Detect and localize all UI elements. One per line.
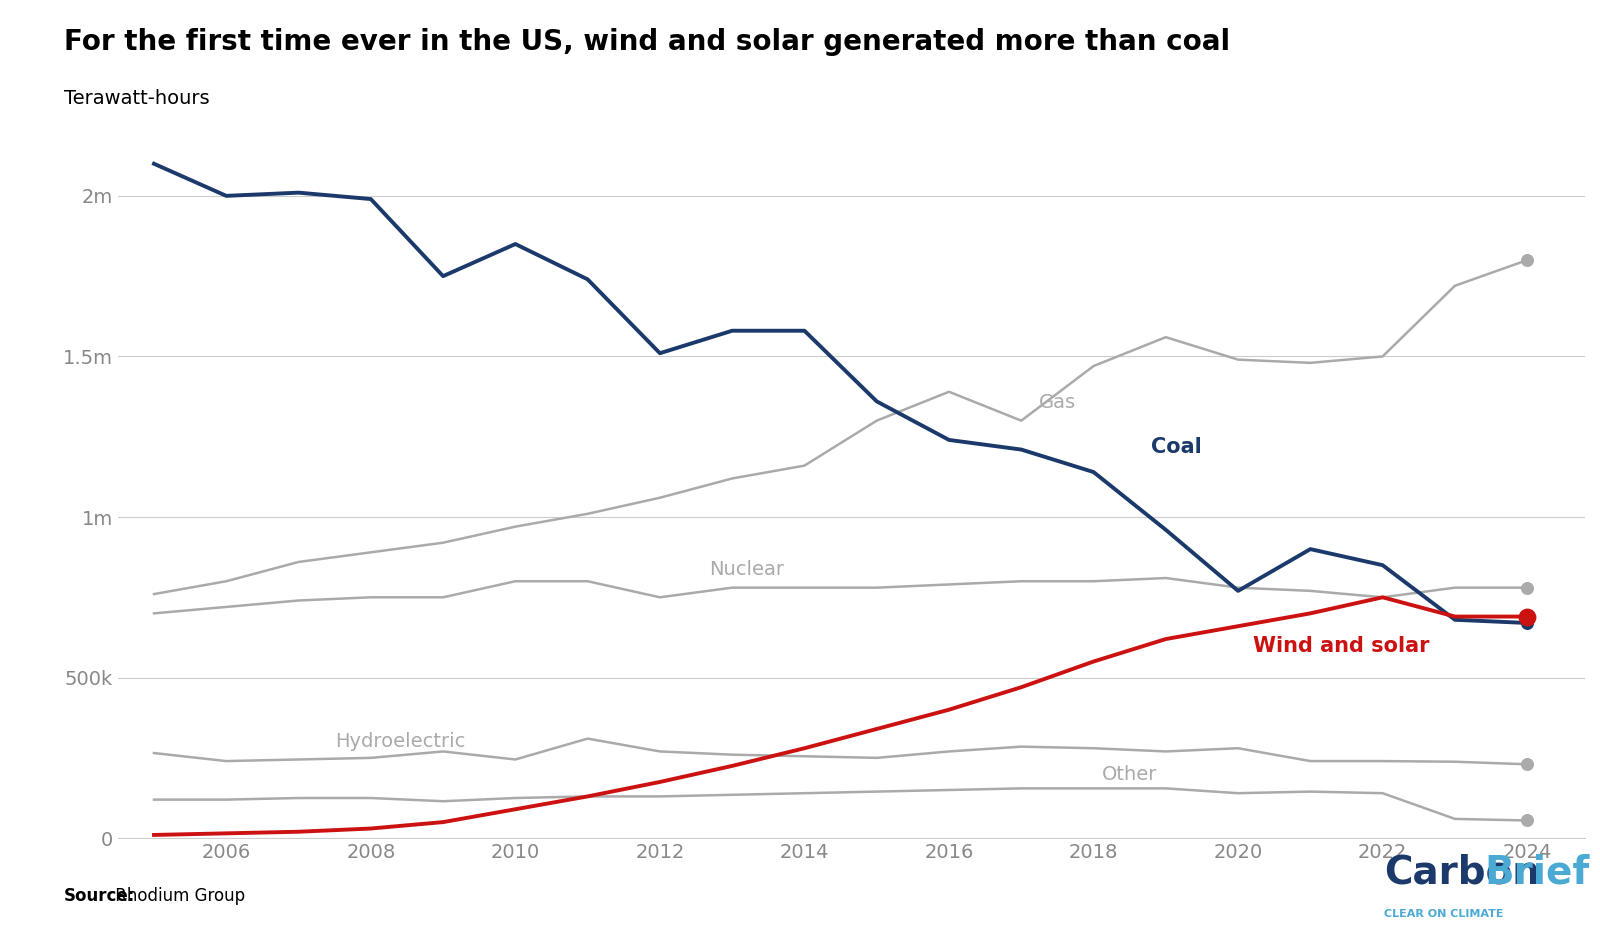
- Text: Gas: Gas: [1038, 393, 1075, 411]
- Text: Nuclear: Nuclear: [709, 561, 784, 579]
- Text: Source:: Source:: [64, 887, 136, 905]
- Text: Carbon: Carbon: [1384, 853, 1539, 891]
- Text: For the first time ever in the US, wind and solar generated more than coal: For the first time ever in the US, wind …: [64, 28, 1230, 56]
- Text: Hydroelectric: Hydroelectric: [334, 732, 466, 751]
- Point: [1514, 813, 1539, 828]
- Text: Coal: Coal: [1152, 437, 1202, 457]
- Point: [1514, 616, 1539, 631]
- Text: CLEAR ON CLIMATE: CLEAR ON CLIMATE: [1384, 909, 1504, 919]
- Text: Rhodium Group: Rhodium Group: [109, 887, 245, 905]
- Point: [1514, 609, 1539, 624]
- Text: Terawatt-hours: Terawatt-hours: [64, 89, 210, 107]
- Text: Brief: Brief: [1485, 853, 1590, 891]
- Point: [1514, 253, 1539, 268]
- Point: [1514, 580, 1539, 595]
- Text: Other: Other: [1102, 765, 1157, 785]
- Point: [1514, 757, 1539, 772]
- Text: Wind and solar: Wind and solar: [1253, 636, 1429, 656]
